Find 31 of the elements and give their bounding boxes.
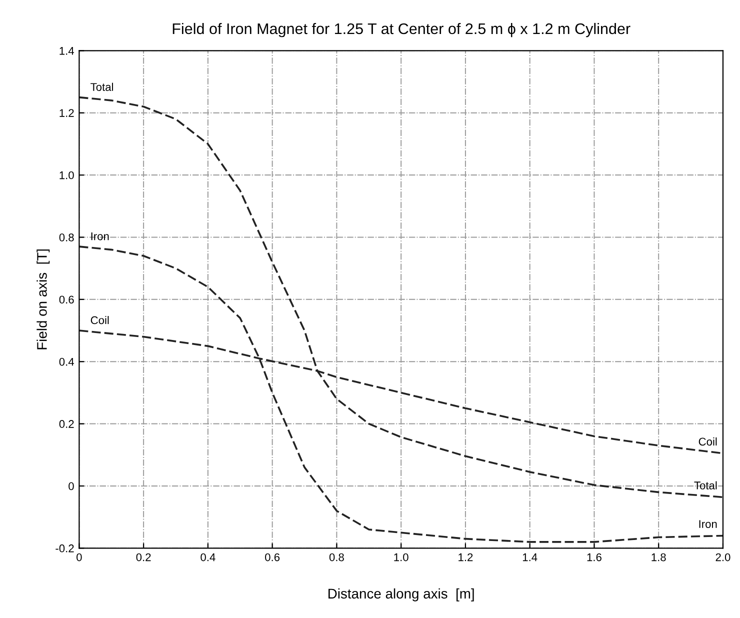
x-tick-label: 1.0 [394,553,408,562]
text: Coil [90,316,109,324]
x-tick-label: 0 [76,553,82,562]
text: Total [90,82,114,91]
x-tick-label: 0.8 [329,553,344,562]
text: Iron [699,520,717,528]
chart-title: Field of Iron Magnet for 1.25 T at Center of 2.5 m ϕ x 1.2 m Cylinder [172,22,630,38]
x-tick-label: 1.2 [458,553,473,562]
x-axis-title: Distance along axis [m] [328,588,474,602]
y-tick-label: -0.2 [56,544,74,552]
y-tick-label: 0 [68,482,74,490]
y-axis-title: Field on axis [T] [36,249,50,350]
series-label: Total [694,481,717,490]
y-tick-label: 0.6 [59,296,74,304]
x-tick-label: 2.0 [716,553,730,562]
x-tick-label: 1.4 [522,553,538,562]
series-label: Iron [91,232,109,240]
x-tick-label: 0.4 [200,553,216,562]
x-tick-label: 1.8 [652,553,666,562]
line-series [79,96,723,498]
x-tick-label: 0.6 [265,553,280,562]
y-tick-label: 1.4 [60,47,74,55]
y-tick-label: 0.4 [59,358,74,366]
y-tick-label: 0.8 [59,234,74,242]
y-tick-label: 0.2 [59,420,74,428]
x-tick-label: 0.2 [136,553,151,562]
y-tick-label: 1.0 [60,171,74,180]
x-tick-label: 1.6 [587,553,602,562]
line-series [79,246,723,543]
y-tick-label: 1.2 [60,109,74,117]
series-label: Coil [698,437,717,446]
